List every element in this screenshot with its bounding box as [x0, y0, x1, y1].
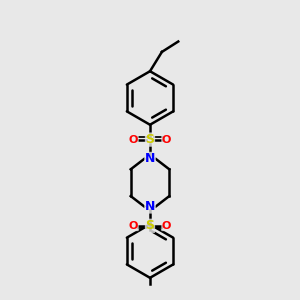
Text: O: O: [129, 135, 138, 145]
Text: O: O: [162, 135, 171, 145]
Text: N: N: [145, 152, 155, 165]
Text: S: S: [146, 133, 154, 146]
Text: O: O: [162, 221, 171, 231]
Text: O: O: [129, 221, 138, 231]
Text: S: S: [146, 219, 154, 232]
Text: N: N: [145, 200, 155, 213]
